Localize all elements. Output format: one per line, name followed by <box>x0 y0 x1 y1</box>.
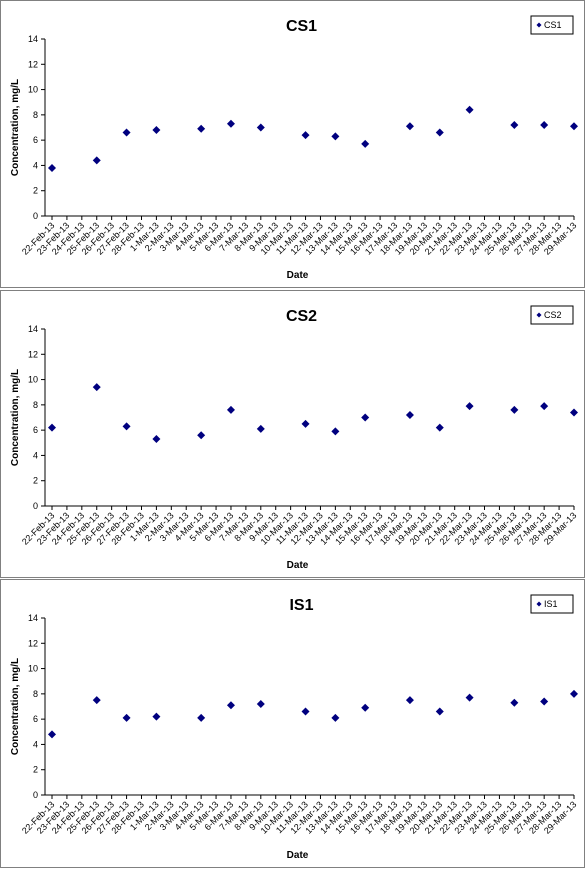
y-axis-label: Concentration, mg/L <box>10 369 21 466</box>
y-tick-label: 2 <box>33 476 38 486</box>
y-tick-label: 6 <box>33 714 38 724</box>
y-axis-label: Concentration, mg/L <box>10 658 21 755</box>
data-point <box>570 689 578 698</box>
data-point <box>256 424 265 433</box>
legend-label: IS1 <box>544 599 558 609</box>
data-point <box>122 713 131 722</box>
data-point <box>465 402 474 411</box>
data-point <box>48 423 56 432</box>
y-tick-label: 0 <box>33 790 38 800</box>
x-axis-label: Date <box>287 270 309 281</box>
y-tick-label: 6 <box>33 425 38 435</box>
y-tick-label: 10 <box>28 85 38 95</box>
y-tick-label: 12 <box>28 638 38 648</box>
y-tick-label: 8 <box>33 400 38 410</box>
data-point <box>122 128 131 137</box>
chart-panel-cs2: CS2 0 2 4 6 8 10 12 14 22-Feb-13 23-Feb-13 24-Feb-1… <box>0 290 585 578</box>
data-point <box>465 105 474 114</box>
data-point <box>361 703 370 712</box>
chart-cs1: CS10246810121422-Feb-1323-Feb-1324-Feb-1… <box>10 15 578 281</box>
y-tick-label: 0 <box>33 211 38 221</box>
y-tick-label: 14 <box>28 613 38 623</box>
data-point <box>301 707 310 716</box>
y-tick-label: 4 <box>33 739 38 749</box>
data-point <box>256 699 265 708</box>
data-point <box>570 122 578 131</box>
y-tick-label: 14 <box>28 324 38 334</box>
x-axis-label: Date <box>287 560 309 571</box>
y-tick-label: 0 <box>33 501 38 511</box>
data-point <box>48 163 56 172</box>
data-point <box>92 696 101 705</box>
data-point <box>510 405 519 414</box>
y-tick-label: 12 <box>28 59 38 69</box>
chart-is1: IS10246810121422-Feb-1323-Feb-1324-Feb-1… <box>10 594 578 861</box>
chart-panel-is1: IS1 0 2 4 6 8 10 12 14 22-Feb-13 23-Feb-13 24-Feb-1… <box>0 579 585 868</box>
data-point <box>361 413 370 422</box>
data-point <box>48 730 56 739</box>
y-tick-label: 2 <box>33 765 38 775</box>
legend-box <box>530 594 574 614</box>
data-point <box>226 405 235 414</box>
data-point <box>197 713 206 722</box>
data-point <box>122 422 131 431</box>
chart-cs2: CS20246810121422-Feb-1323-Feb-1324-Feb-1… <box>10 305 578 571</box>
x-axis-label: Date <box>287 850 309 861</box>
data-point <box>465 693 474 702</box>
data-point <box>405 410 414 419</box>
legend: CS2 <box>530 305 574 325</box>
y-tick-label: 4 <box>33 160 38 170</box>
data-point <box>92 383 101 392</box>
legend: IS1 <box>530 594 574 614</box>
data-point <box>361 139 370 148</box>
data-point <box>226 119 235 128</box>
data-point <box>152 712 161 721</box>
data-point <box>256 123 265 132</box>
legend-marker <box>536 601 542 607</box>
data-point <box>540 697 549 706</box>
data-point <box>540 120 549 129</box>
data-point <box>301 419 310 428</box>
data-point <box>331 713 340 722</box>
y-tick-label: 2 <box>33 186 38 196</box>
data-point <box>405 122 414 131</box>
legend-marker <box>536 22 542 28</box>
data-point <box>197 124 206 133</box>
data-point <box>152 434 161 443</box>
chart-title: CS1 <box>286 18 317 35</box>
data-point <box>226 701 235 710</box>
y-tick-label: 6 <box>33 135 38 145</box>
data-point <box>92 156 101 165</box>
data-point <box>152 126 161 135</box>
y-tick-label: 8 <box>33 110 38 120</box>
data-point <box>435 128 444 137</box>
legend-box <box>530 305 574 325</box>
data-point <box>301 131 310 140</box>
y-tick-label: 12 <box>28 349 38 359</box>
data-point <box>510 698 519 707</box>
data-point <box>540 402 549 411</box>
data-point <box>197 431 206 440</box>
data-point <box>435 423 444 432</box>
chart-panel-cs1: CS1 0 2 4 6 8 10 12 14 22-Feb-13 23-Feb-13 24-Feb-1… <box>0 0 585 288</box>
y-tick-label: 10 <box>28 375 38 385</box>
data-point <box>570 408 578 417</box>
legend-box <box>530 15 574 35</box>
legend: CS1 <box>530 15 574 35</box>
data-point <box>510 120 519 129</box>
y-tick-label: 14 <box>28 34 38 44</box>
chart-title: CS2 <box>286 308 317 325</box>
legend-marker <box>536 312 542 318</box>
y-tick-label: 10 <box>28 664 38 674</box>
chart-title: IS1 <box>289 597 313 614</box>
legend-label: CS1 <box>544 20 562 30</box>
data-point <box>435 707 444 716</box>
data-point <box>331 427 340 436</box>
y-tick-label: 4 <box>33 450 38 460</box>
y-tick-label: 8 <box>33 689 38 699</box>
legend-label: CS2 <box>544 310 562 320</box>
y-axis-label: Concentration, mg/L <box>10 79 21 176</box>
data-point <box>331 132 340 141</box>
data-point <box>405 696 414 705</box>
